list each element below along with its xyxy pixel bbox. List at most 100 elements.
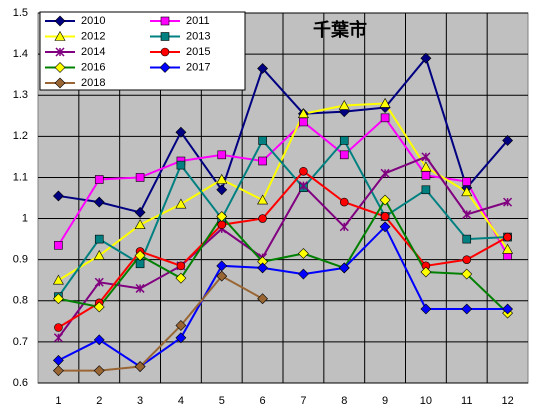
- series-line: [58, 198, 509, 314]
- x-tick-label: 1: [55, 395, 61, 407]
- marker: [54, 30, 66, 41]
- marker: [135, 283, 145, 293]
- marker: [159, 62, 171, 73]
- legend-label: 2010: [81, 15, 105, 27]
- marker: [421, 171, 431, 180]
- marker: [134, 219, 146, 230]
- marker: [420, 161, 432, 172]
- marker: [176, 261, 186, 271]
- series-line: [58, 56, 509, 214]
- marker: [503, 197, 513, 207]
- marker: [297, 268, 309, 280]
- marker: [503, 232, 512, 242]
- legend-label: 2016: [81, 61, 105, 73]
- marker: [338, 99, 350, 110]
- y-tick-label: 1.5: [13, 7, 28, 19]
- legend-label: 2017: [186, 61, 210, 73]
- marker: [160, 47, 170, 57]
- marker: [257, 194, 269, 205]
- y-tick-label: 0.7: [13, 336, 28, 348]
- marker: [93, 365, 105, 377]
- y-tick-label: 0.6: [13, 377, 28, 389]
- marker: [53, 333, 63, 343]
- y-tick-label: 1.2: [13, 130, 28, 142]
- marker: [54, 62, 66, 73]
- marker: [257, 63, 269, 74]
- marker: [462, 209, 472, 219]
- chart-title: 千葉市: [313, 19, 367, 40]
- legend-label: 2015: [186, 46, 210, 58]
- x-tick-label: 7: [300, 395, 306, 407]
- marker: [420, 303, 432, 315]
- legend-label: 2011: [186, 15, 210, 27]
- x-tick-label: 8: [341, 395, 347, 407]
- y-tick-label: 1: [22, 212, 28, 224]
- marker: [52, 190, 64, 202]
- marker: [462, 255, 472, 264]
- x-tick-label: 12: [501, 395, 513, 407]
- marker: [134, 250, 146, 261]
- legend-label: 2012: [81, 30, 105, 42]
- marker: [258, 214, 267, 223]
- series-line: [57, 169, 509, 329]
- marker: [461, 186, 473, 197]
- marker: [338, 262, 350, 274]
- marker: [380, 212, 390, 221]
- marker: [216, 270, 228, 282]
- marker: [134, 206, 146, 218]
- marker: [420, 52, 432, 64]
- marker: [216, 184, 228, 196]
- marker: [258, 156, 267, 166]
- marker: [54, 323, 63, 332]
- marker: [216, 173, 228, 184]
- marker: [379, 194, 391, 206]
- marker: [217, 150, 227, 160]
- series-line: [58, 274, 264, 372]
- x-tick-label: 3: [137, 395, 143, 407]
- series-line: [57, 116, 509, 257]
- marker: [94, 234, 104, 244]
- marker: [135, 173, 145, 182]
- marker: [502, 243, 514, 254]
- marker: [134, 361, 146, 372]
- marker: [258, 136, 267, 145]
- marker: [339, 222, 349, 232]
- marker: [502, 135, 514, 146]
- legend-label: 2014: [81, 46, 105, 58]
- marker: [175, 332, 187, 344]
- marker: [380, 113, 390, 123]
- marker: [93, 196, 105, 208]
- marker: [421, 152, 431, 162]
- marker: [257, 293, 269, 305]
- x-tick-label: 5: [219, 395, 225, 407]
- marker: [502, 303, 514, 315]
- marker: [216, 211, 228, 222]
- marker: [298, 181, 308, 191]
- x-tick-label: 9: [382, 395, 388, 407]
- marker: [297, 248, 309, 259]
- marker: [175, 198, 187, 209]
- marker: [54, 15, 66, 27]
- marker: [380, 168, 390, 178]
- x-tick-label: 6: [260, 395, 266, 407]
- marker: [299, 117, 308, 127]
- marker: [55, 47, 65, 57]
- marker: [54, 240, 63, 250]
- marker: [462, 177, 472, 186]
- marker: [175, 272, 187, 284]
- marker: [94, 175, 104, 184]
- marker: [160, 32, 170, 41]
- marker: [420, 266, 432, 278]
- marker: [160, 16, 170, 26]
- marker: [379, 221, 391, 233]
- marker: [93, 334, 105, 346]
- marker: [52, 293, 64, 305]
- series-line: [57, 102, 509, 282]
- marker: [299, 166, 308, 176]
- marker: [175, 320, 187, 331]
- marker: [52, 365, 64, 377]
- marker: [379, 97, 391, 108]
- marker: [176, 160, 186, 170]
- marker: [462, 234, 472, 244]
- series-line: [57, 225, 508, 368]
